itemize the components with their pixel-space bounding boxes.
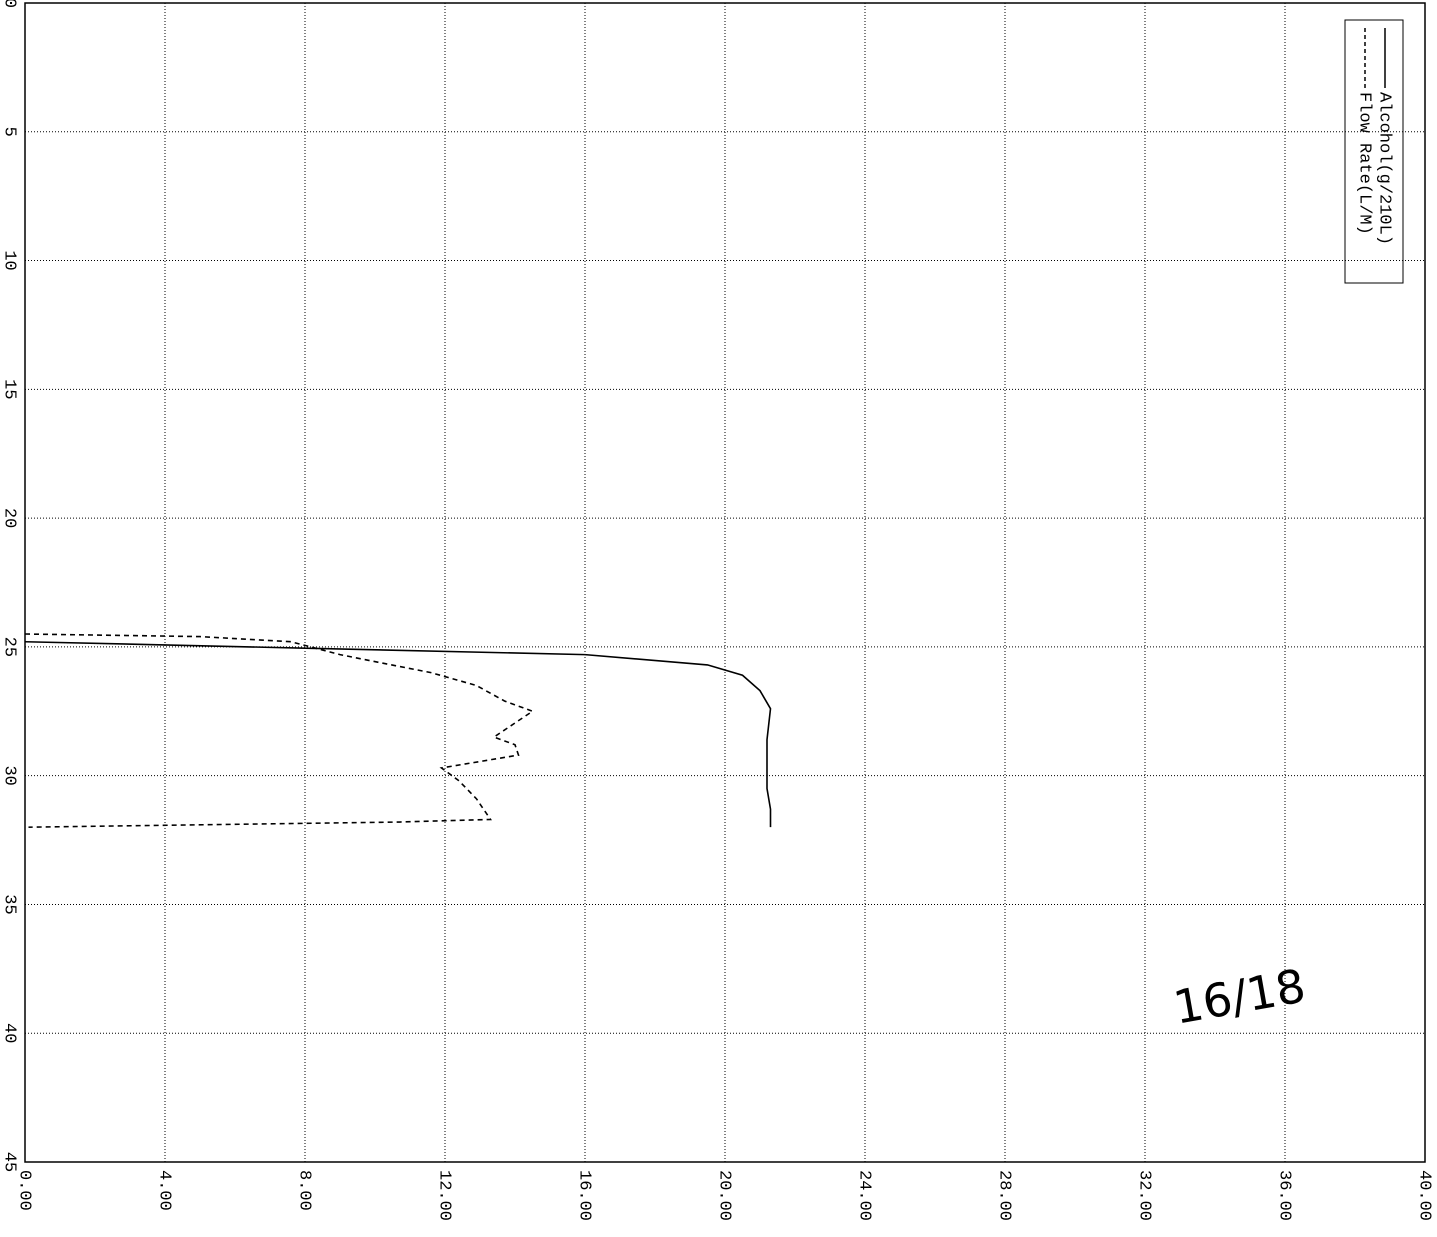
data-line (24, 633, 535, 828)
y-tick-label: 0.00 (15, 1170, 34, 1211)
legend-box (1344, 19, 1404, 284)
x-tick-label: 30 (0, 765, 19, 785)
y-tick-label: 36.00 (1275, 1170, 1294, 1221)
y-tick-label: 20.00 (715, 1170, 734, 1221)
x-tick-label: 0 (0, 0, 19, 8)
y-tick-label: 28.00 (995, 1170, 1014, 1221)
x-tick-label: 20 (0, 508, 19, 528)
y-tick-label: 4.00 (155, 1170, 174, 1211)
legend-label: Flow Rate(L/M) (1355, 92, 1374, 235)
x-tick-label: 5 (0, 127, 19, 137)
x-tick-label: 15 (0, 379, 19, 399)
y-tick-label: 32.00 (1135, 1170, 1154, 1221)
y-tick-label: 12.00 (435, 1170, 454, 1221)
x-tick-label: 35 (0, 894, 19, 914)
x-tick-label: 25 (0, 637, 19, 657)
x-tick-label: 10 (0, 250, 19, 270)
data-line (24, 640, 772, 828)
legend-label: Alcohol(g/210L) (1375, 92, 1394, 245)
y-tick-label: 24.00 (855, 1170, 874, 1221)
y-tick-label: 16.00 (575, 1170, 594, 1221)
annotation: 16/18 (1169, 958, 1309, 1034)
x-tick-label: 45 (0, 1152, 19, 1172)
y-tick-label: 40.00 (1415, 1170, 1434, 1221)
x-tick-label: 40 (0, 1023, 19, 1043)
y-tick-label: 8.00 (295, 1170, 314, 1211)
